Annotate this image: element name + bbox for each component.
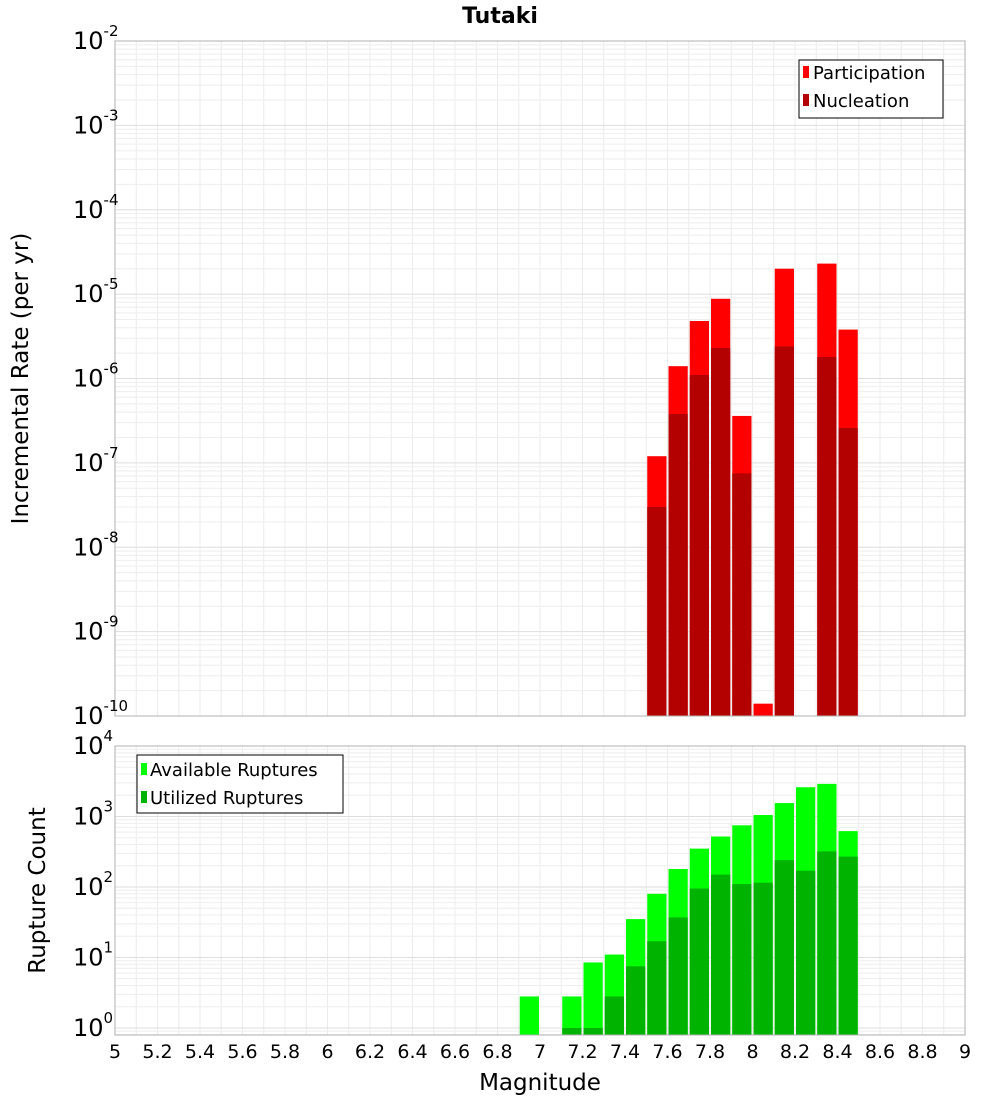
y-tick-label: 10-10 xyxy=(73,697,128,730)
bar-utilized-ruptures-7.55 xyxy=(647,941,667,1035)
x-tick-label: 5.6 xyxy=(227,1041,257,1063)
legend-label-utilized: Utilized Ruptures xyxy=(150,788,303,809)
x-tick-label: 7.2 xyxy=(567,1041,597,1063)
x-axis-label: Magnitude xyxy=(479,1070,601,1096)
bar-utilized-ruptures-7.25 xyxy=(583,1027,603,1035)
bar-available-ruptures-6.95 xyxy=(519,996,539,1035)
bar-utilized-ruptures-8.25 xyxy=(796,870,816,1035)
x-tick-label: 8.6 xyxy=(865,1041,895,1063)
y-tick-label: 10-5 xyxy=(73,275,119,308)
x-tick-label: 5 xyxy=(109,1041,121,1063)
legend-swatch-utilized xyxy=(141,791,147,803)
y-tick-label: 10-7 xyxy=(73,444,119,477)
count-legend-box xyxy=(136,754,344,814)
count-bars xyxy=(519,783,858,1035)
legend-swatch-nucleation xyxy=(803,94,809,106)
bar-nucleation-8.15 xyxy=(774,346,794,716)
bar-nucleation-7.95 xyxy=(732,473,752,716)
x-tick-label: 6.4 xyxy=(397,1041,427,1063)
legend-label-participation: Participation xyxy=(813,63,925,84)
count-y-axis-label: Rupture Count xyxy=(25,807,51,973)
count-plot-frame xyxy=(114,745,966,1036)
rate-legend-box xyxy=(798,59,944,119)
y-tick-label: 100 xyxy=(73,1009,113,1042)
x-tick-label: 8.4 xyxy=(822,1041,852,1063)
y-tick-label: 103 xyxy=(73,797,113,830)
bar-nucleation-8.45 xyxy=(838,427,858,716)
x-tick-label: 5.2 xyxy=(142,1041,172,1063)
chart-title: Tutaki xyxy=(462,4,538,29)
bar-nucleation-7.85 xyxy=(711,347,731,716)
bar-nucleation-7.75 xyxy=(689,375,709,716)
x-tick-label: 6.6 xyxy=(440,1041,470,1063)
bar-nucleation-8.35 xyxy=(817,356,837,716)
x-tick-label: 8.2 xyxy=(780,1041,810,1063)
y-tick-label: 10-9 xyxy=(73,613,119,646)
bar-utilized-ruptures-7.95 xyxy=(732,884,752,1035)
y-tick-label: 10-4 xyxy=(73,191,119,224)
rate-legend: Participation Nucleation xyxy=(798,59,944,119)
x-tick-label: 7.6 xyxy=(652,1041,682,1063)
bar-utilized-ruptures-8.45 xyxy=(838,856,858,1035)
rate-plot-frame xyxy=(114,40,966,717)
legend-swatch-participation xyxy=(803,66,809,78)
bar-available-ruptures-7.25 xyxy=(583,962,603,1035)
x-tick-label: 7.4 xyxy=(610,1041,640,1063)
rate-y-ticks: 10-2 10-3 10-4 10-5 10-6 10-7 10-8 10-9 10-10 xyxy=(73,22,128,730)
x-tick-label: 6.8 xyxy=(482,1041,512,1063)
x-axis-ticks: 5 5.2 5.4 5.6 5.8 6 6.2 6.4 6.6 6.8 7 7.2 7.4 7.6 7.8 8… xyxy=(109,1041,971,1063)
rate-panel: 10-2 10-3 10-4 10-5 10-6 10-7 10-8 10-9 10-10 In… xyxy=(8,22,966,730)
bar-utilized-ruptures-7.45 xyxy=(626,966,646,1035)
y-tick-label: 104 xyxy=(73,727,113,760)
x-tick-label: 6.2 xyxy=(355,1041,385,1063)
bar-utilized-ruptures-7.75 xyxy=(689,888,709,1035)
bar-available-ruptures-7.15 xyxy=(562,996,582,1035)
count-panel: 104 103 102 101 100 Rupture Count Available … xyxy=(25,727,966,1042)
y-tick-label: 101 xyxy=(73,938,113,971)
bar-utilized-ruptures-7.65 xyxy=(668,917,688,1035)
bar-utilized-ruptures-8.15 xyxy=(774,860,794,1035)
rate-y-axis-label: Incremental Rate (per yr) xyxy=(8,233,34,525)
bar-utilized-ruptures-7.15 xyxy=(562,1027,582,1035)
x-tick-label: 7.8 xyxy=(695,1041,725,1063)
y-tick-label: 102 xyxy=(73,868,113,901)
bar-nucleation-7.65 xyxy=(668,413,688,716)
bar-utilized-ruptures-7.35 xyxy=(604,996,624,1035)
rate-gridlines xyxy=(114,41,966,717)
x-tick-label: 8 xyxy=(746,1041,758,1063)
x-tick-label: 9 xyxy=(959,1041,971,1063)
legend-swatch-available xyxy=(141,763,147,775)
y-tick-label: 10-8 xyxy=(73,528,119,561)
count-legend: Available Ruptures Utilized Ruptures xyxy=(136,754,344,814)
bar-participation-8.05 xyxy=(753,703,773,716)
x-tick-label: 7 xyxy=(534,1041,546,1063)
x-tick-label: 8.8 xyxy=(907,1041,937,1063)
legend-label-nucleation: Nucleation xyxy=(813,91,909,112)
count-y-ticks: 104 103 102 101 100 xyxy=(73,727,113,1042)
bar-utilized-ruptures-8.05 xyxy=(753,882,773,1035)
bar-utilized-ruptures-8.35 xyxy=(817,851,837,1035)
bar-nucleation-7.55 xyxy=(647,506,667,716)
x-tick-label: 5.4 xyxy=(185,1041,215,1063)
y-tick-label: 10-3 xyxy=(73,106,119,139)
y-tick-label: 10-6 xyxy=(73,360,119,393)
y-tick-label: 10-2 xyxy=(73,22,119,55)
bar-utilized-ruptures-7.85 xyxy=(711,874,731,1035)
x-tick-label: 5.8 xyxy=(270,1041,300,1063)
x-tick-label: 6 xyxy=(321,1041,333,1063)
legend-label-available: Available Ruptures xyxy=(150,760,318,781)
rate-bars xyxy=(647,263,858,716)
